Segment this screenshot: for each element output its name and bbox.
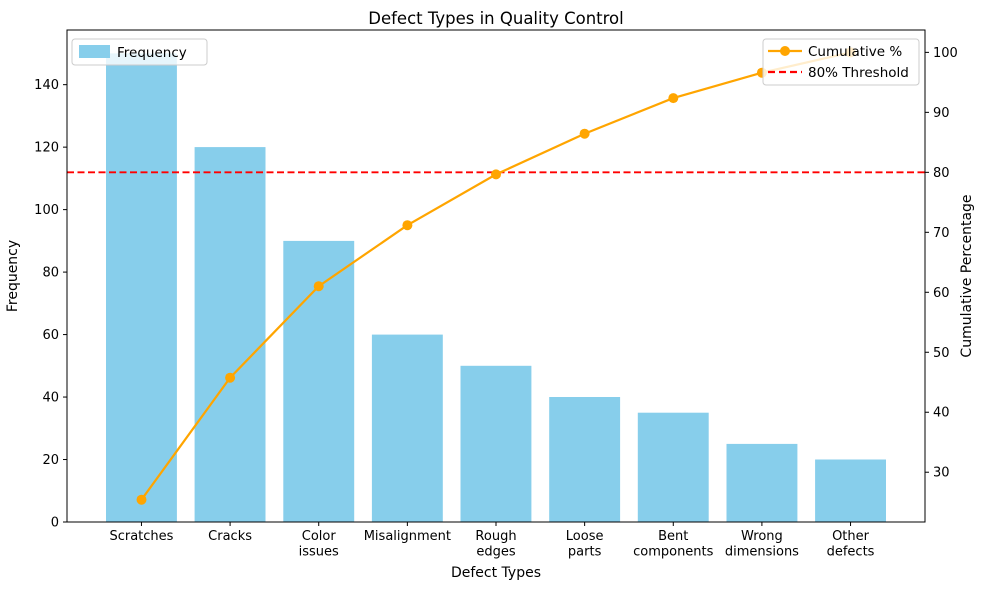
x-tick-label-wrong-dimensions: Wrong dimensions: [725, 529, 799, 560]
cumulative-marker-cracks: [225, 372, 236, 383]
y-right-tick-label: 30: [933, 466, 950, 481]
x-tick-label-cracks: Cracks: [208, 529, 252, 544]
cumulative-marker-scratches: [136, 494, 147, 505]
bar-other-defects: [815, 459, 886, 522]
cumulative-marker-bent-components: [668, 93, 679, 104]
x-tick-label-color-issues: Color issues: [299, 529, 339, 560]
y-right-tick-label: 80: [933, 166, 950, 181]
cumulative-marker-loose-parts: [579, 128, 590, 139]
legend-frequency-swatch: [79, 45, 110, 58]
bar-bent-components: [637, 412, 709, 522]
y-left-tick-label: 60: [42, 328, 59, 343]
y-left-tick-label: 120: [34, 141, 59, 156]
legend-threshold-label: 80% Threshold: [808, 65, 909, 81]
bar-loose-parts: [549, 397, 621, 522]
legend-frequency-label: Frequency: [117, 45, 187, 61]
y-left-tick-label: 40: [42, 391, 59, 406]
y-axis-right-label: Cumulative Percentage: [959, 194, 975, 357]
x-tick-label-other-defects: Other defects: [827, 529, 875, 560]
y-axis-left-label: Frequency: [5, 240, 21, 312]
x-tick-label-misalignment: Misalignment: [364, 529, 451, 544]
y-right-tick-label: 60: [933, 286, 950, 301]
y-left-tick-label: 20: [42, 453, 59, 468]
bar-scratches: [106, 53, 177, 523]
y-right-tick-label: 90: [933, 106, 950, 121]
bar-misalignment: [371, 334, 443, 522]
y-left-tick-label: 80: [42, 266, 59, 281]
y-right-tick-label: 50: [933, 346, 950, 361]
bar-cracks: [194, 147, 266, 522]
x-tick-label-rough-edges: Rough edges: [475, 529, 516, 560]
y-left-tick-label: 100: [34, 203, 59, 218]
bar-rough-edges: [460, 365, 532, 522]
cumulative-marker-color-issues: [313, 281, 324, 292]
legend-frequency: Frequency: [71, 38, 208, 66]
y-right-tick-label: 100: [933, 46, 958, 61]
y-right-tick-label: 70: [933, 226, 950, 241]
legend-cumulative-label: Cumulative %: [808, 44, 902, 60]
bar-wrong-dimensions: [726, 443, 798, 522]
y-left-tick-label: 140: [34, 78, 59, 93]
y-left-tick-label: 0: [51, 516, 59, 531]
legend-cumulative: Cumulative % 80% Threshold: [762, 38, 920, 86]
x-tick-label-scratches: Scratches: [109, 529, 173, 544]
cumulative-marker-rough-edges: [491, 169, 501, 180]
x-axis-label: Defect Types: [451, 565, 541, 581]
x-tick-label-loose-parts: Loose parts: [566, 529, 604, 560]
x-tick-label-bent-components: Bent components: [633, 529, 714, 560]
legend-cumulative-marker-icon: [780, 46, 790, 56]
figure-title: Defect Types in Quality Control: [368, 9, 623, 28]
y-right-tick-label: 40: [933, 406, 950, 421]
cumulative-marker-misalignment: [402, 220, 413, 231]
ticks-layer: 0 20 40 60 80 100 120 140 30 40 50 60 70 80 90 100 Scrat…: [34, 46, 958, 560]
